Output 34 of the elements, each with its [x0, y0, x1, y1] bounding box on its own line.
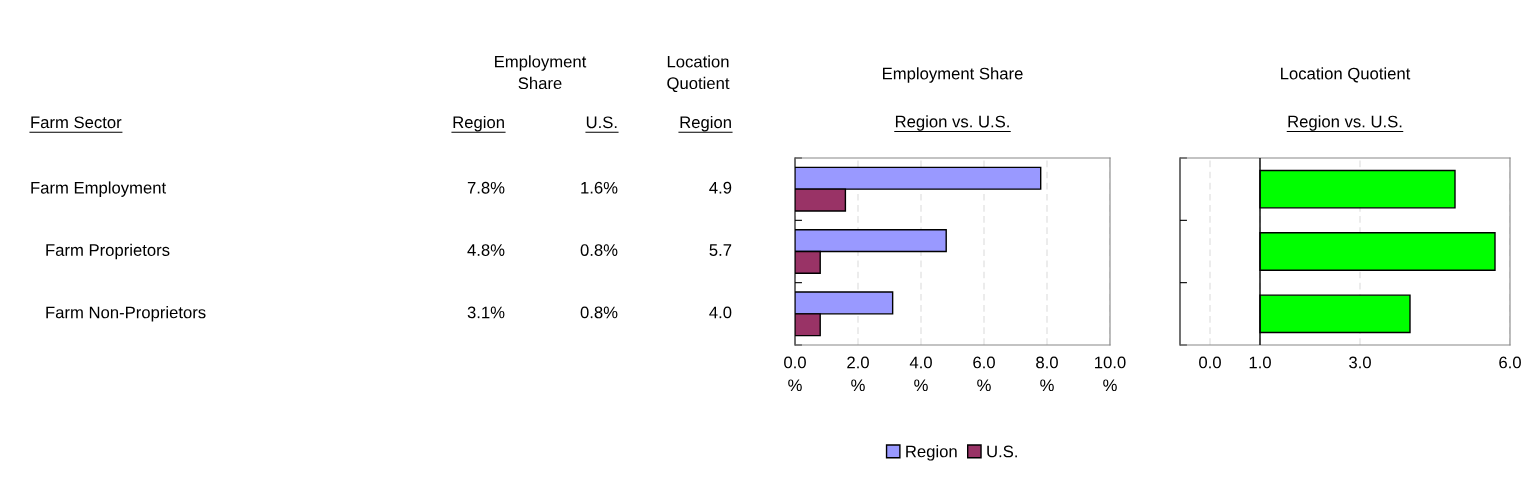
category-label: Farm Proprietors	[46, 243, 170, 260]
data-label: 4.8%	[467, 244, 505, 256]
chart-title: Location Quotient	[1281, 67, 1411, 83]
x-tick-label: 6.0	[1499, 356, 1521, 369]
category-label: Farm Employment	[31, 181, 167, 197]
text: Region	[680, 115, 731, 132]
text: Location Quotient	[667, 55, 730, 93]
data-label: 7.8%	[467, 181, 505, 194]
text: Employment Share	[495, 55, 587, 90]
data-label: 0.8%	[580, 244, 618, 256]
data-label: 3.1%	[467, 306, 505, 319]
x-tick-label: 10.0 %	[1095, 356, 1126, 392]
x-tick-label: 0.0	[1199, 356, 1221, 369]
legend-label: Region	[906, 445, 957, 461]
text: U.S.	[586, 116, 617, 129]
text: Farm Sector	[31, 116, 122, 129]
x-tick-label: 4.0 %	[909, 356, 932, 392]
data-label: 1.6%	[581, 181, 618, 194]
category-label: Farm Non-Proprietors	[46, 306, 206, 322]
data-label: 0.8%	[580, 306, 618, 319]
legend-label: U.S.	[987, 445, 1017, 458]
data-label: 4.0	[709, 306, 732, 319]
chart-subtitle: Region vs. U.S.	[895, 115, 1009, 131]
x-tick-label: 3.0	[1349, 356, 1371, 369]
x-tick-label: 6.0 %	[973, 356, 995, 392]
chart-subtitle: Region vs. U.S.	[1288, 115, 1402, 131]
chart-title: Employment Share	[883, 67, 1023, 83]
text: Region	[453, 115, 504, 132]
x-tick-label: 8.0 %	[1036, 356, 1058, 392]
data-label: 5.7	[709, 244, 732, 256]
data-label: 4.9	[709, 181, 732, 194]
x-tick-label: 0.0 %	[784, 356, 806, 392]
x-tick-label: 2.0 %	[847, 356, 869, 392]
x-tick-label: 1.0	[1249, 356, 1271, 369]
